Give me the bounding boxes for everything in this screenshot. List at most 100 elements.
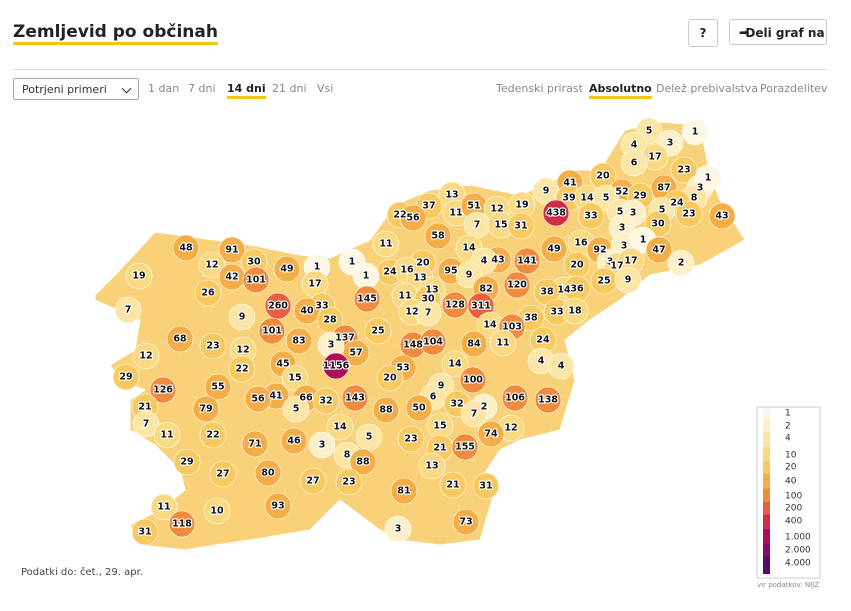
municipality-value: 50 [412, 403, 426, 414]
municipality [355, 423, 383, 451]
municipality [460, 330, 488, 358]
municipality [228, 303, 256, 331]
municipality [667, 249, 695, 277]
legend-swatch [763, 514, 770, 529]
municipality-value: 29 [633, 191, 646, 202]
tab[interactable]: 14 dni [227, 82, 266, 99]
municipality-value: 2 [678, 258, 685, 269]
page-title: Zemljevid po občinah [13, 22, 218, 45]
municipality-value: 14 [333, 422, 347, 433]
municipality-value: 11 [160, 430, 173, 441]
municipality-value: 3 [607, 257, 614, 268]
municipality-value: 24 [670, 198, 684, 209]
share-icon: ➦ [739, 26, 749, 39]
share-button[interactable]: ➦ Deli graf na [729, 19, 827, 45]
municipality-value: 46 [287, 436, 301, 447]
municipality [419, 328, 447, 356]
municipality [542, 199, 570, 227]
municipality-value: 101 [246, 275, 266, 286]
municipality-value: 23 [404, 434, 417, 445]
municipality-value: 9 [543, 186, 550, 197]
municipality [125, 262, 153, 290]
municipality [675, 200, 703, 228]
municipality-value: 13 [445, 190, 458, 201]
municipality-value: 20 [570, 260, 584, 271]
municipality-value: 13 [425, 461, 438, 472]
municipality-value: 38 [540, 287, 554, 298]
municipality-value: 5 [659, 205, 666, 216]
municipality [397, 425, 425, 453]
municipality-value: 79 [199, 404, 212, 415]
municipality-value: 3 [621, 241, 628, 252]
municipality-value: 38 [524, 313, 538, 324]
municipality-value: 6 [631, 158, 638, 169]
municipality-value: 2 [481, 402, 488, 413]
municipality-value: 11 [496, 338, 509, 349]
municipality-value: 32 [450, 399, 463, 410]
legend-swatch [763, 488, 770, 502]
municipality [372, 230, 400, 258]
municipality-value: 120 [507, 280, 527, 291]
municipality-value: 74 [484, 429, 498, 440]
municipality-value: 5 [617, 207, 624, 218]
municipality-value: 3 [697, 183, 704, 194]
tab[interactable]: Porazdelitev [760, 82, 828, 95]
municipality-value: 31 [514, 221, 527, 232]
municipality-value: 31 [479, 481, 492, 492]
municipality-value: 84 [467, 339, 481, 350]
tab[interactable]: Absolutno [589, 82, 652, 99]
municipality-value: 106 [505, 393, 525, 404]
municipality-value: 82 [479, 284, 492, 295]
source-note: vir podatkov: NIJZ [757, 581, 819, 589]
municipality [322, 352, 350, 380]
municipality-value: 42 [225, 272, 238, 283]
municipality-value: 14 [448, 359, 462, 370]
municipality-value: 57 [349, 348, 362, 359]
municipality [204, 373, 232, 401]
municipality-value: 260 [268, 301, 288, 312]
municipality-value: 16 [400, 265, 414, 276]
metric-select[interactable]: Potrjeni primeri [13, 78, 139, 100]
municipality-value: 23 [206, 341, 219, 352]
municipality-value: 12 [504, 423, 517, 434]
share-label: Deli graf na [745, 26, 825, 40]
municipality [708, 202, 736, 230]
tab[interactable]: 1 dan [148, 82, 180, 95]
municipality-value: 15 [433, 421, 446, 432]
help-button[interactable]: ? [688, 19, 718, 47]
municipality-value: 7 [143, 419, 150, 430]
municipality-value: 92 [593, 245, 606, 256]
municipality [149, 376, 177, 404]
municipality-value: 104 [423, 337, 443, 348]
municipality [424, 222, 452, 250]
municipality [326, 413, 354, 441]
municipality-value: 33 [315, 301, 328, 312]
municipality [418, 452, 446, 480]
municipality-value: 12 [405, 307, 418, 318]
tab[interactable]: Delež prebivalstva [656, 82, 759, 95]
municipality [503, 271, 531, 299]
municipality [376, 364, 404, 392]
tab[interactable]: Tedenski prirast [496, 82, 583, 95]
tab[interactable]: Vsi [317, 82, 334, 95]
municipality [166, 325, 194, 353]
municipality-value: 3 [667, 138, 674, 149]
tab[interactable]: 7 dni [188, 82, 216, 95]
municipality-value: 4 [481, 256, 488, 267]
municipality-value: 5 [646, 126, 653, 137]
municipality-value: 14 [557, 285, 571, 296]
municipality-value: 30 [651, 219, 665, 230]
municipality-value: 100 [463, 375, 483, 386]
municipality [341, 384, 369, 412]
regions [112, 117, 736, 546]
municipality-value: 68 [173, 334, 187, 345]
legend-swatch [763, 529, 770, 544]
municipality [452, 508, 480, 536]
municipality-value: 22 [206, 430, 219, 441]
municipality [561, 297, 589, 325]
municipality-value: 53 [396, 363, 409, 374]
municipality-value: 126 [153, 385, 173, 396]
tab[interactable]: 21 dni [272, 82, 307, 95]
municipality-value: 9 [239, 312, 246, 323]
legend-label: 4.000 [785, 559, 811, 569]
